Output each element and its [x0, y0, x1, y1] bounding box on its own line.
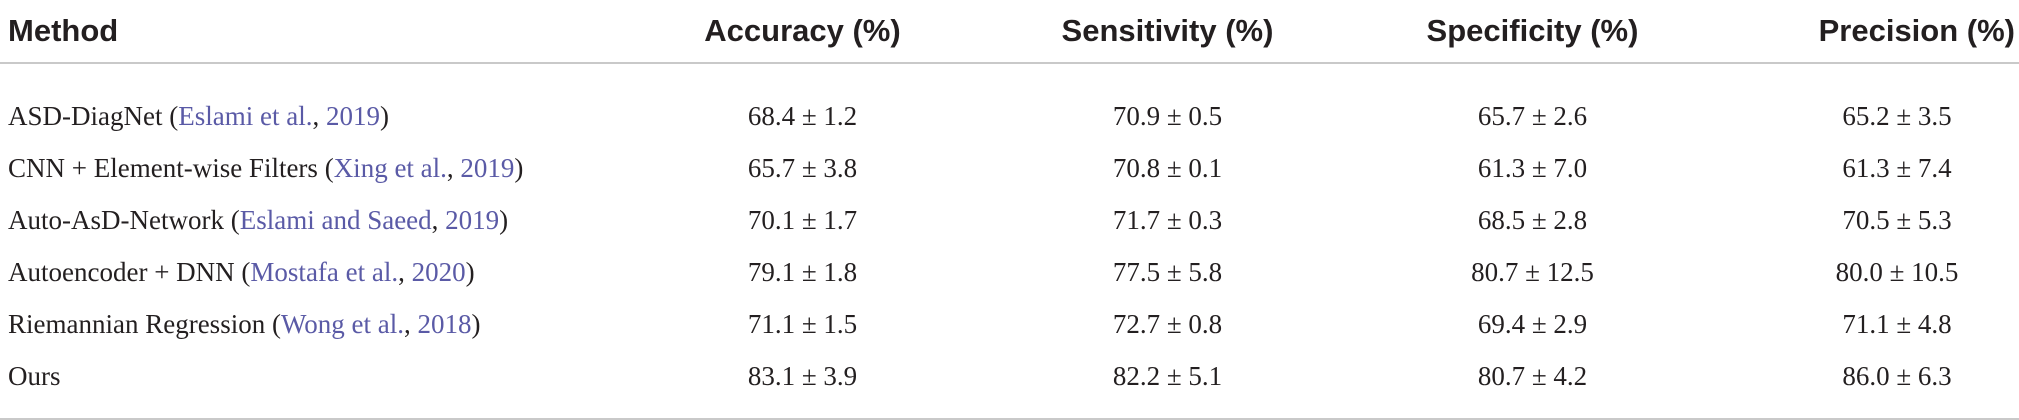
- method-cell: ASD-DiagNet (Eslami et al., 2019): [0, 63, 620, 142]
- paren-close: ): [465, 256, 475, 287]
- citation-separator: ,: [312, 100, 326, 131]
- accuracy-cell: 70.1 ± 1.7: [747, 204, 858, 235]
- citation-authors-link[interactable]: Eslami et al.: [178, 100, 313, 131]
- precision-cell: 80.0 ± 10.5: [1835, 256, 1959, 287]
- citation-authors-link[interactable]: Xing et al.: [333, 152, 447, 183]
- precision-cell: 86.0 ± 6.3: [1715, 350, 2019, 420]
- precision-cell: 71.1 ± 4.8: [1842, 308, 1952, 339]
- citation-year-link[interactable]: 2019: [460, 152, 515, 183]
- citation-authors-link[interactable]: Eslami and Saeed: [239, 204, 432, 235]
- citation-year-link[interactable]: 2018: [417, 308, 472, 339]
- specificity-cell: 69.4 ± 2.9: [1477, 308, 1588, 339]
- accuracy-cell: 71.1 ± 1.5: [747, 308, 858, 339]
- header-accuracy: Accuracy (%): [620, 0, 985, 64]
- table-row: Auto-AsD-Network (Eslami and Saeed, 2019…: [0, 194, 2019, 246]
- table-row: ASD-DiagNet (Eslami et al., 2019) 68.4 ±…: [0, 63, 2019, 142]
- method-cell: CNN + Element-wise Filters (Xing et al.,…: [0, 142, 620, 194]
- citation-year-link[interactable]: 2020: [411, 256, 466, 287]
- specificity-cell: 61.3 ± 7.0: [1477, 152, 1588, 183]
- table-row: CNN + Element-wise Filters (Xing et al.,…: [0, 142, 2019, 194]
- precision-cell: 61.3 ± 7.4: [1842, 152, 1952, 183]
- citation-separator: ,: [446, 152, 461, 183]
- specificity-cell: 80.7 ± 4.2: [1350, 350, 1715, 420]
- method-name: CNN + Element-wise Filters: [8, 152, 318, 183]
- specificity-cell: 65.7 ± 2.6: [1477, 100, 1588, 131]
- paren-close: ): [514, 152, 524, 183]
- method-name: Auto-AsD-Network: [8, 204, 224, 235]
- header-row: Method Accuracy (%) Sensitivity (%) Spec…: [0, 0, 2019, 64]
- header-method: Method: [0, 0, 620, 64]
- sensitivity-cell: 82.2 ± 5.1: [985, 350, 1350, 420]
- accuracy-cell: 65.7 ± 3.8: [747, 152, 858, 183]
- method-cell: Autoencoder + DNN (Mostafa et al., 2020): [0, 246, 620, 298]
- sensitivity-cell: 72.7 ± 0.8: [1112, 308, 1223, 339]
- citation-authors-link[interactable]: Mostafa et al.: [250, 256, 399, 287]
- paren-open: (: [234, 256, 251, 287]
- method-name: Ours: [8, 360, 61, 391]
- citation-separator: ,: [404, 308, 418, 339]
- accuracy-cell: 68.4 ± 1.2: [747, 100, 858, 131]
- method-name: Autoencoder + DNN: [8, 256, 235, 287]
- specificity-cell: 68.5 ± 2.8: [1477, 204, 1588, 235]
- citation-separator: ,: [431, 204, 446, 235]
- citation-year-link[interactable]: 2019: [325, 100, 380, 131]
- table-row: Riemannian Regression (Wong et al., 2018…: [0, 298, 2019, 350]
- header-specificity: Specificity (%): [1350, 0, 1715, 64]
- paren-open: (: [162, 100, 179, 131]
- sensitivity-cell: 71.7 ± 0.3: [1112, 204, 1223, 235]
- precision-cell: 65.2 ± 3.5: [1842, 100, 1952, 131]
- paren-open: (: [317, 152, 334, 183]
- method-cell: Auto-AsD-Network (Eslami and Saeed, 2019…: [0, 194, 620, 246]
- specificity-cell: 80.7 ± 12.5: [1471, 256, 1594, 287]
- sensitivity-cell: 70.8 ± 0.1: [1112, 152, 1223, 183]
- precision-cell: 70.5 ± 5.3: [1842, 204, 1952, 235]
- citation-authors-link[interactable]: Wong et al.: [280, 308, 404, 339]
- paren-close: ): [379, 100, 389, 131]
- method-name: ASD-DiagNet: [8, 100, 163, 131]
- paren-open: (: [223, 204, 240, 235]
- table-row: Autoencoder + DNN (Mostafa et al., 2020)…: [0, 246, 2019, 298]
- paren-close: ): [471, 308, 481, 339]
- table-row: Ours 83.1 ± 3.9 82.2 ± 5.1 80.7 ± 4.2 86…: [0, 350, 2019, 420]
- method-cell: Ours: [0, 350, 620, 420]
- citation-year-link[interactable]: 2019: [445, 204, 500, 235]
- paren-open: (: [265, 308, 281, 339]
- method-name: Riemannian Regression: [8, 308, 266, 339]
- accuracy-cell: 79.1 ± 1.8: [747, 256, 858, 287]
- header-precision: Precision (%): [1715, 0, 2019, 64]
- sensitivity-cell: 77.5 ± 5.8: [1112, 256, 1223, 287]
- paren-close: ): [499, 204, 509, 235]
- citation-separator: ,: [398, 256, 412, 287]
- sensitivity-cell: 70.9 ± 0.5: [1112, 100, 1223, 131]
- accuracy-cell: 83.1 ± 3.9: [620, 350, 985, 420]
- header-sensitivity: Sensitivity (%): [985, 0, 1350, 64]
- method-cell: Riemannian Regression (Wong et al., 2018…: [0, 298, 620, 350]
